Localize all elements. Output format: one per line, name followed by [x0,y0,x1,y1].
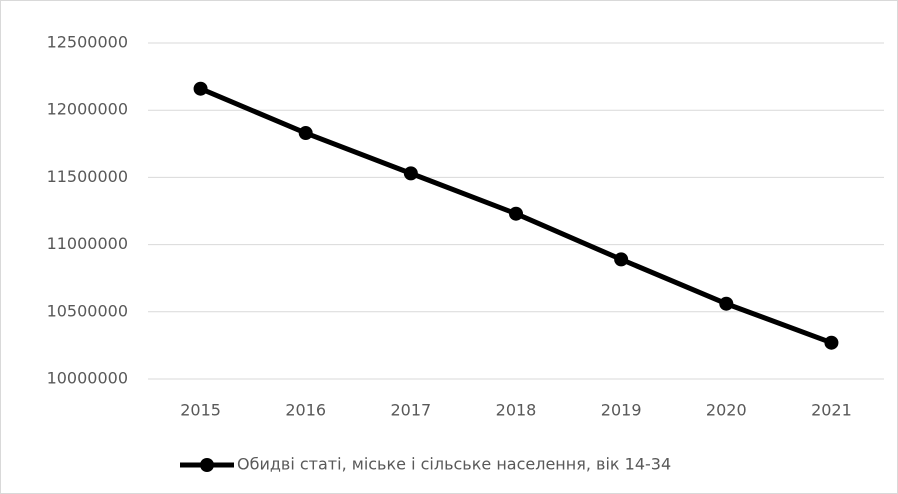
legend-marker [200,458,214,472]
x-tick-label: 2017 [390,401,431,420]
y-tick-label: 12500000 [47,33,128,52]
y-tick-label: 11000000 [47,234,128,253]
y-tick-label: 12000000 [47,100,128,119]
point-marker [193,81,208,96]
y-tick-label: 10500000 [47,301,128,320]
y-tick-label: 11500000 [47,167,128,186]
x-tick-label: 2019 [601,401,642,420]
x-tick-label: 2021 [811,401,852,420]
point-marker [719,296,734,311]
point-marker [614,252,629,267]
point-marker [298,126,313,141]
point-marker [509,206,523,221]
x-tick-label: 2016 [285,401,326,420]
point-marker [403,166,418,181]
x-tick-label: 2018 [496,401,537,420]
x-tick-label: 2015 [180,401,221,420]
y-tick-label: 10000000 [47,369,128,388]
legend-label: Обидві статі, міське і сільське населенн… [237,455,671,474]
x-tick-label: 2020 [706,401,747,420]
point-marker [824,335,839,350]
